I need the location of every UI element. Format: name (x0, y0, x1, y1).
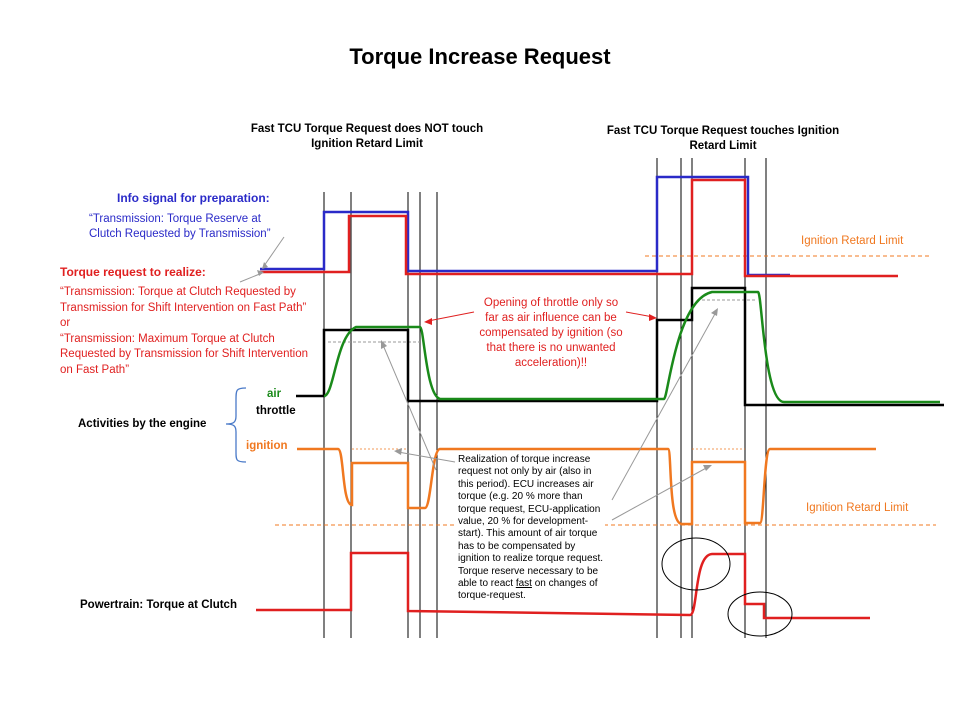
note-line-8: has to be compensated by (458, 540, 576, 552)
header-no-touch-line2: Ignition Retard Limit (311, 138, 423, 150)
torque-request-line (260, 178, 898, 278)
ignition-label: ignition (246, 440, 288, 452)
highlight-circle-drop (727, 591, 793, 637)
torque-request-line-1: “Transmission: Torque at Clutch Requeste… (60, 286, 296, 298)
torque-request-line-6: on Fast Path” (60, 363, 130, 376)
arrow-head-info (262, 262, 268, 269)
activities-label: Activities by the engine (78, 418, 207, 430)
note-line-6: value, 20 % for development- (458, 516, 589, 528)
note-line-11: able to react fast on changes of (458, 578, 603, 590)
note-arrow-head-2 (394, 448, 402, 455)
header-no-touch-line1: Fast TCU Torque Request does NOT touch (250, 123, 484, 135)
torque-request-line-5: Requested by Transmission for Shift Inte… (60, 348, 309, 360)
note-line-12: torque-request. (458, 590, 526, 602)
realization-note: Realization of torque increase request n… (456, 453, 606, 604)
callout-arrows (427, 311, 654, 322)
highlight-circle-rise (661, 537, 731, 591)
note-arrow-head-4 (703, 465, 712, 471)
torque-request-line-4: “Transmission: Maximum Torque at Clutch (60, 332, 275, 345)
label-arrows (239, 236, 285, 283)
header-touch: Fast TCU Torque Request touches Ignition… (592, 124, 854, 154)
note-arrow-head-3 (711, 308, 718, 316)
page-title: Torque Increase Request (349, 44, 611, 69)
note-line-11-start: able to react (458, 578, 516, 590)
info-signal-line (260, 175, 790, 277)
ignition-line (297, 447, 876, 526)
note-line-3: this period). ECU increases air (458, 478, 594, 490)
callout-arrow-head-right (649, 314, 657, 321)
ignition-retard-limit-upper-label: Ignition Retard Limit (801, 235, 904, 247)
powertrain-torque-line (256, 551, 870, 620)
air-line (323, 290, 940, 404)
info-signal-line-1: “Transmission: Torque Reserve at (89, 213, 261, 225)
note-line-2: request not only by air (also in (458, 466, 592, 478)
header-touch-line2: Retard Limit (689, 140, 757, 152)
torque-request-line-2: Transmission for Shift Intervention on F… (60, 301, 307, 314)
note-arrow-head-1 (381, 340, 387, 349)
note-line-5: torque request, ECU-application (458, 503, 601, 515)
note-line-10: Torque reserve necessary to be (458, 565, 599, 577)
throttle-line (296, 286, 944, 407)
header-touch-line1: Fast TCU Torque Request touches Ignition (606, 125, 840, 137)
note-line-1: Realization of torque increase (458, 454, 591, 465)
note-line-11-end: on changes of (531, 578, 598, 590)
note-line-9: ignition to realize torque request. (458, 553, 604, 565)
arrow-head-request (257, 270, 264, 276)
ignition-retard-limit-lower-label: Ignition Retard Limit (806, 502, 909, 514)
callout-arrow-head-left (424, 318, 432, 325)
note-arrows (382, 311, 717, 521)
throttle-callout-line-5: acceleration)!! (514, 357, 588, 369)
throttle-callout-line-1: Opening of throttle only so (483, 297, 619, 309)
info-signal-line-2: Clutch Requested by Transmission” (89, 228, 271, 240)
torque-request-line-3: or (60, 317, 71, 329)
engine-bracket (225, 387, 247, 463)
info-signal-text: “Transmission: Torque Reserve at Clutch … (89, 212, 271, 242)
torque-request-heading: Torque request to realize: (60, 265, 206, 279)
throttle-callout-line-3: compensated by ignition (so (479, 327, 623, 339)
header-no-touch: Fast TCU Torque Request does NOT touch I… (232, 122, 502, 152)
note-emphasis-fast: fast (515, 578, 532, 590)
throttle-callout-line-2: far as air influence can be (485, 312, 617, 324)
throttle-callout: Opening of throttle only so far as air i… (468, 296, 634, 371)
torque-request-text: “Transmission: Torque at Clutch Requeste… (60, 285, 308, 378)
info-signal-heading: Info signal for preparation: (117, 191, 270, 205)
note-line-4: torque (e.g. 20 % more than (458, 491, 583, 503)
throttle-label: throttle (256, 405, 296, 417)
powertrain-label: Powertrain: Torque at Clutch (80, 599, 237, 611)
note-line-7: start). This amount of air torque (458, 528, 598, 540)
throttle-callout-line-4: that there is no unwanted (486, 342, 616, 354)
air-label: air (267, 388, 282, 400)
